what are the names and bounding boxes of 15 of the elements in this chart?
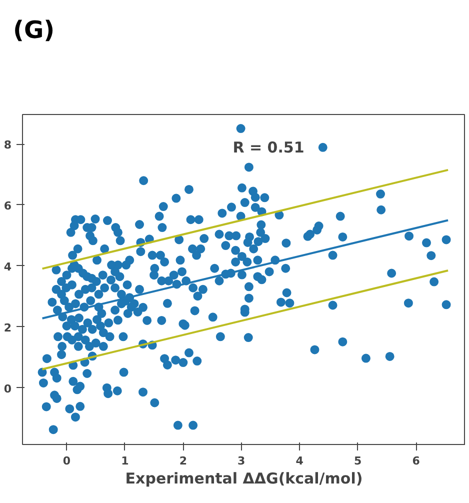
x-tick-label: 1 — [121, 454, 129, 468]
y-tick-label: 6 — [4, 200, 12, 212]
x-tick-label: 0 — [62, 454, 71, 468]
x-axis-title: Experimental ΔΔG(kcal/mol) — [125, 470, 363, 488]
x-tick-label: 5 — [354, 454, 362, 468]
x-tick-label: 4 — [296, 454, 304, 468]
y-tick-label: 0 — [4, 382, 12, 396]
chart-title: (G) — [13, 15, 55, 46]
y-tick-label: 2 — [4, 321, 12, 334]
x-tick-label: 3 — [238, 454, 246, 468]
x-tick-label: 2 — [179, 454, 187, 468]
annotation: R = 0.51 — [232, 138, 304, 156]
y-tick-label: 8 — [4, 138, 12, 152]
x-tick-label: 6 — [412, 454, 420, 468]
y-tick-label: 4 — [4, 260, 12, 274]
